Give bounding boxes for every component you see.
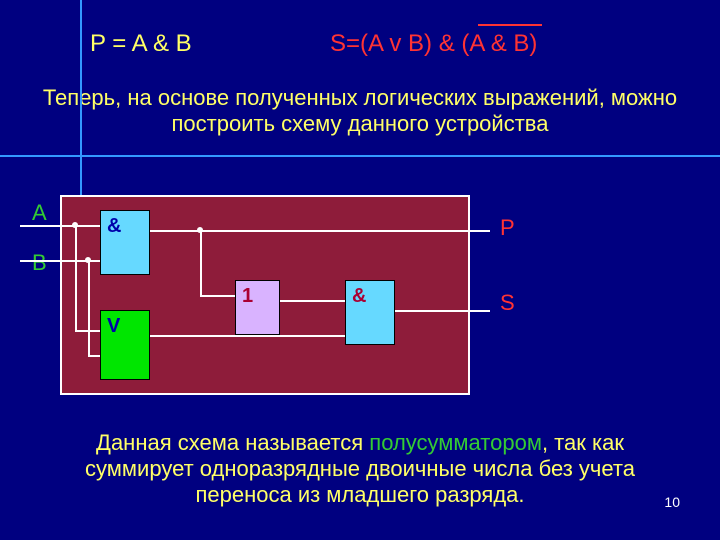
wire-a-branch-v [75,225,77,330]
gate-not: 1 [235,280,280,335]
equation-s-part-c: ) [529,30,537,57]
paragraph-conclusion-b: полусумматором [369,430,542,455]
output-label-p-text: P [500,215,515,240]
input-label-a: A [32,200,47,226]
equation-s-overlined: A & B [469,30,529,57]
input-label-b-text: B [32,250,47,275]
wire-and2-out [395,310,490,312]
wire-not-to-and2 [280,300,345,302]
gate-or: V [100,310,150,380]
gate-and2: & [345,280,395,345]
page-number: 10 [664,494,680,510]
input-label-a-text: A [32,200,47,225]
paragraph-conclusion: Данная схема называется полусумматором, … [50,430,670,508]
gate-and2-label: & [352,285,366,307]
equation-p-text: P = A & B [90,30,192,57]
wire-and1-to-not-v [200,230,202,295]
wire-or-to-and2 [150,335,345,337]
wire-b-branch-v [88,260,90,355]
wire-a-in [20,225,100,227]
page-number-text: 10 [664,494,680,510]
wire-b-to-or [88,355,100,357]
equation-s-overline [478,24,542,26]
gate-or-label: V [107,315,120,337]
wire-and1-to-not-h [200,295,235,297]
output-label-s-text: S [500,290,515,315]
node-b [85,257,91,263]
output-label-s: S [500,290,515,316]
slide-root: P = A & B S=(A v B) & (A & B) Теперь, на… [0,0,720,540]
equation-p: P = A & B [90,30,192,58]
paragraph-intro-text: Теперь, на основе полученных логических … [43,85,677,136]
equation-s-part-a: S=(A v B) & ( [330,30,469,57]
gate-and1-label: & [107,215,121,237]
output-label-p: P [500,215,515,241]
axis-horizontal [0,155,720,157]
gate-not-label: 1 [242,285,253,307]
axis-vertical [80,0,82,195]
equation-s: S=(A v B) & (A & B) [330,30,537,58]
gate-and1: & [100,210,150,275]
node-a [72,222,78,228]
paragraph-conclusion-a: Данная схема называется [96,430,369,455]
input-label-b: B [32,250,47,276]
paragraph-intro: Теперь, на основе полученных логических … [40,85,680,137]
